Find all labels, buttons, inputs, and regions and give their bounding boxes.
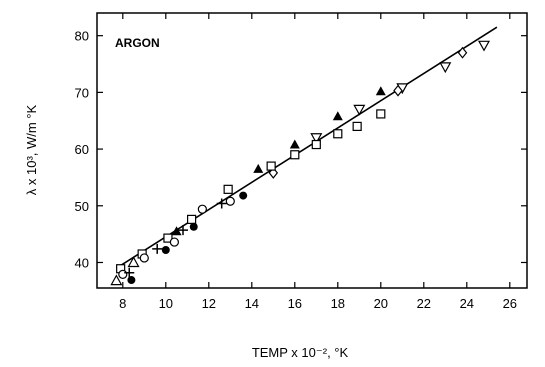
data-point-open-square (352, 121, 362, 132)
data-point-filled-circle (189, 222, 198, 231)
y-tick-label: 80 (75, 29, 89, 44)
data-point-open-triangle-down (353, 104, 366, 116)
data-point-filled-circle (161, 246, 170, 255)
chart-annotation: ARGON (115, 36, 160, 50)
x-tick-label: 20 (374, 296, 388, 311)
data-point-filled-triangle (171, 226, 182, 236)
data-point-open-triangle-down (310, 133, 323, 144)
data-point-open-square (187, 214, 197, 224)
data-point-open-diamond (393, 84, 403, 97)
data-point-open-square (223, 184, 233, 194)
y-tick-label: 40 (75, 255, 89, 270)
data-point-open-circle (197, 204, 207, 214)
data-point-filled-triangle (332, 111, 343, 121)
data-point-open-circle (118, 269, 128, 279)
data-point-open-triangle-down (477, 40, 491, 52)
data-point-open-circle (169, 237, 179, 247)
data-point-open-circle (139, 253, 149, 263)
x-axis-title: TEMP x 10⁻², °K (252, 345, 349, 360)
y-tick-label: 60 (75, 142, 89, 157)
data-point-filled-triangle (375, 86, 386, 96)
data-point-open-triangle (127, 256, 140, 268)
data-point-plus (216, 198, 227, 209)
fit-line (115, 26, 498, 269)
y-tick-label: 70 (75, 85, 89, 100)
data-point-plus (178, 225, 188, 236)
data-point-open-square (163, 233, 173, 243)
x-tick-label: 16 (288, 296, 302, 311)
data-point-open-square (266, 161, 276, 171)
x-tick-label: 14 (245, 296, 259, 311)
x-tick-label: 26 (503, 296, 517, 311)
data-point-open-square (376, 109, 386, 119)
y-tick-label: 50 (75, 199, 89, 214)
data-point-plus (124, 267, 135, 278)
x-tick-label: 10 (159, 296, 173, 311)
data-points (110, 40, 491, 286)
fit-line-group (115, 26, 498, 269)
data-point-plus (152, 243, 163, 254)
data-point-open-square (311, 139, 321, 150)
data-point-filled-circle (127, 276, 136, 285)
data-point-open-triangle (110, 274, 123, 286)
x-tick-label: 12 (202, 296, 216, 311)
data-point-open-diamond (457, 46, 468, 59)
data-point-filled-triangle (253, 163, 264, 173)
axis-ticks: 8 10 12 14 16 18 20 22 24 26 40 50 60 70 80 (75, 13, 527, 311)
data-point-open-triangle-down (439, 62, 452, 74)
data-point-filled-circle (239, 191, 248, 200)
data-point-filled-triangle (289, 139, 300, 149)
data-point-open-square (290, 150, 300, 160)
data-point-open-square (333, 129, 343, 139)
x-tick-label: 8 (119, 296, 126, 311)
plot-frame (96, 12, 528, 289)
x-tick-label: 18 (331, 296, 345, 311)
y-axis-title: λ x 10³, W/m °K (24, 104, 39, 195)
x-tick-label: 24 (460, 296, 474, 311)
data-point-open-circle (225, 196, 235, 206)
x-tick-label: 22 (417, 296, 431, 311)
